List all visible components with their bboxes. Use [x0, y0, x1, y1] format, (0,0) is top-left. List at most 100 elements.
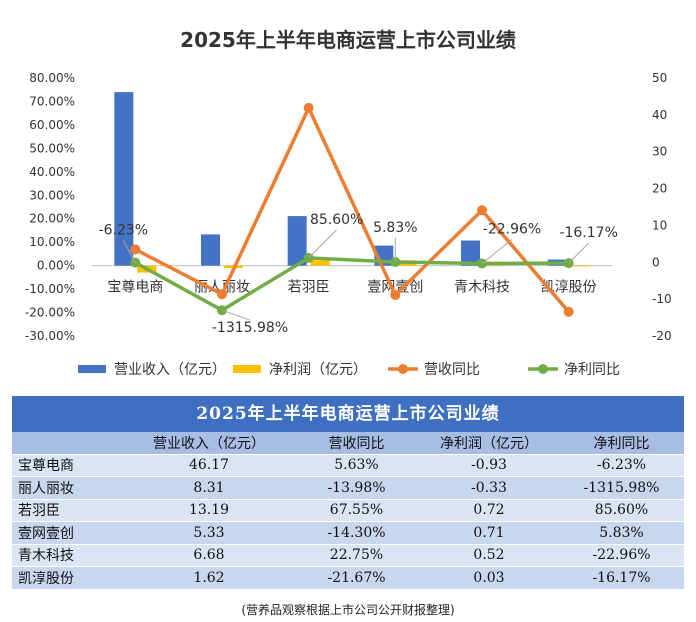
table-row-label: 丽人丽妆	[12, 476, 124, 500]
revenue-bar	[461, 240, 480, 266]
data-label: 85.60%	[310, 212, 363, 228]
data-label: 5.83%	[373, 220, 417, 236]
left-tick-label: -20.00%	[25, 306, 75, 320]
right-tick-label: 10	[652, 218, 667, 232]
data-table: 营业收入（亿元） 营收同比 净利润（亿元） 净利同比 宝尊电商 46.17 5.63…	[12, 432, 684, 590]
legend-label: 净利同比	[564, 362, 620, 378]
right-tick-label: -20	[652, 329, 672, 343]
chart: 2025年上半年电商运营上市公司业绩 80.00% 70.00% 60.00% 50.…	[25, 28, 672, 378]
data-label-leader	[568, 242, 590, 264]
data-label-leader	[122, 240, 136, 263]
left-tick-label: 70.00%	[29, 94, 75, 108]
left-tick-label: 10.00%	[29, 235, 75, 249]
table-cell: 5.63%	[294, 454, 419, 477]
data-label: -6.23%	[99, 223, 149, 239]
table-title: 2025年上半年电商运营上市公司业绩	[12, 396, 684, 432]
data-labels: -6.23% -1315.98% 85.60% 5.83% -22.96% -16.17%	[99, 212, 618, 336]
legend-swatch	[78, 365, 106, 373]
left-tick-label: 50.00%	[29, 141, 75, 155]
net-profit-bar	[570, 265, 590, 267]
table-cell: -0.33	[419, 476, 559, 500]
table-cell: 6.68	[124, 544, 294, 567]
table-cell: -0.93	[419, 454, 559, 477]
right-axis: 50 40 30 20 10 0 -10 -20	[652, 71, 672, 343]
table-cell: -13.98%	[294, 476, 419, 500]
right-tick-label: 0	[652, 255, 660, 269]
table-header: 净利润（亿元）	[419, 432, 559, 455]
legend-label: 营业收入（亿元）	[114, 362, 226, 378]
right-tick-label: 40	[652, 108, 667, 122]
legend-swatch	[233, 365, 261, 373]
data-label-leader	[481, 239, 513, 264]
legend-marker	[398, 364, 408, 374]
table-header	[12, 432, 124, 455]
table-row-label: 宝尊电商	[12, 454, 124, 477]
source-note: (营养品观察根据上市公司公开财报整理)	[241, 603, 455, 617]
left-tick-label: 40.00%	[29, 165, 75, 179]
data-label: -22.96%	[483, 221, 541, 237]
data-label: -16.17%	[559, 225, 617, 241]
left-tick-label: 60.00%	[29, 118, 75, 132]
revenue-yoy-marker	[130, 244, 141, 255]
table-row: 壹网壹创 5.33 -14.30% 0.71 5.83%	[12, 521, 684, 545]
table-cell: 8.31	[124, 476, 294, 500]
table-row-label: 若羽臣	[12, 499, 124, 522]
data-table-panel: 2025年上半年电商运营上市公司业绩 营业收入（亿元） 营收同比 净利润（亿元）…	[12, 396, 684, 590]
right-tick-label: 30	[652, 145, 667, 159]
table-cell: 1.62	[124, 566, 294, 590]
category-label: 丽人丽妆	[194, 280, 250, 296]
table-row-label: 青木科技	[12, 544, 124, 567]
right-tick-label: -10	[652, 292, 672, 306]
table-cell: -21.67%	[294, 566, 419, 590]
left-tick-label: -10.00%	[25, 282, 75, 296]
data-label-leader	[308, 229, 338, 259]
table-row: 若羽臣 13.19 67.55% 0.72 85.60%	[12, 499, 684, 522]
table-cell: 0.72	[419, 499, 559, 522]
table-cell: 0.03	[419, 566, 559, 590]
table-cell: 0.52	[419, 544, 559, 567]
table-header: 净利同比	[559, 432, 684, 455]
category-label: 青木科技	[454, 280, 510, 296]
table-cell: 13.19	[124, 499, 294, 522]
net-profit-bar	[310, 260, 330, 266]
table-cell: -16.17%	[559, 566, 684, 590]
category-label: 若羽臣	[288, 280, 330, 296]
table-row: 凯淳股份 1.62 -21.67% 0.03 -16.17%	[12, 566, 684, 590]
category-label: 宝尊电商	[107, 279, 163, 296]
table-header: 营收同比	[294, 432, 419, 455]
left-tick-label: -30.00%	[25, 329, 75, 343]
table-cell: -6.23%	[559, 454, 684, 477]
right-tick-label: 50	[652, 71, 667, 85]
revenue-yoy-marker	[217, 289, 227, 300]
table-header-row: 营业收入（亿元） 营收同比 净利润（亿元） 净利同比	[12, 432, 684, 455]
table-row-label: 壹网壹创	[12, 521, 124, 545]
revenue-yoy-marker	[477, 205, 487, 216]
left-tick-label: 0.00%	[37, 259, 75, 273]
left-tick-label: 20.00%	[29, 212, 75, 226]
data-label-leader	[221, 309, 251, 321]
revenue-bar	[201, 234, 220, 266]
revenue-bar	[114, 92, 134, 266]
table-cell: -22.96%	[559, 544, 684, 567]
net-yoy-line	[134, 256, 569, 313]
left-tick-label: 80.00%	[29, 71, 75, 85]
legend-marker	[538, 364, 548, 374]
legend: 营业收入（亿元） 净利润（亿元） 营收同比 净利同比	[78, 362, 620, 378]
left-tick-label: 30.00%	[29, 188, 75, 202]
table-row: 丽人丽妆 8.31 -13.98% -0.33 -1315.98%	[12, 476, 684, 500]
table-cell: -14.30%	[294, 521, 419, 545]
table-cell: 5.33	[124, 521, 294, 545]
right-tick-label: 20	[652, 182, 667, 196]
table-row-label: 凯淳股份	[12, 566, 124, 590]
revenue-yoy-marker	[303, 102, 314, 113]
category-label: 凯淳股份	[541, 279, 597, 296]
table-cell: 85.60%	[559, 499, 684, 522]
table-row: 宝尊电商 46.17 5.63% -0.93 -6.23%	[12, 454, 684, 477]
revenue-yoy-marker	[390, 289, 401, 300]
table-row: 青木科技 6.68 22.75% 0.52 -22.96%	[12, 544, 684, 567]
revenue-bar	[287, 216, 307, 266]
legend-label: 营收同比	[424, 362, 480, 378]
table-cell: 22.75%	[294, 544, 419, 567]
chart-title: 2025年上半年电商运营上市公司业绩	[180, 28, 516, 52]
table-header: 营业收入（亿元）	[124, 432, 294, 455]
